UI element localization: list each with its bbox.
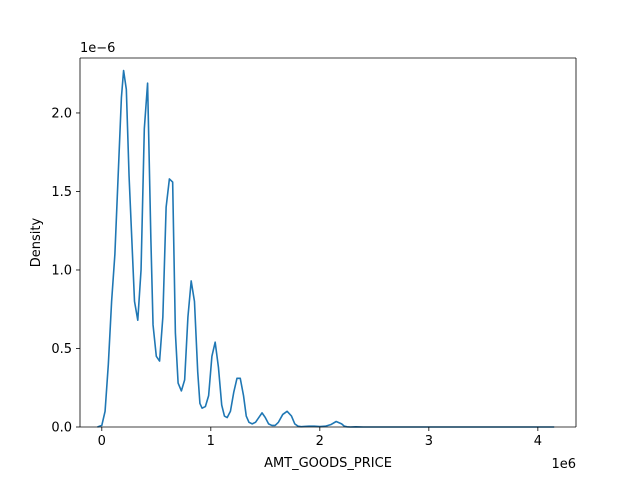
y-tick-label: 2.0 — [51, 106, 72, 121]
y-tick-label: 0.0 — [51, 421, 72, 436]
x-axis-ticks: 0 1 2 3 4 — [98, 427, 542, 449]
axes-frame — [79, 57, 577, 428]
series-layer — [97, 69, 555, 428]
x-tick-label: 3 — [425, 434, 433, 449]
y-tick-label: 1.0 — [51, 263, 72, 278]
x-axis-label: AMT_GOODS_PRICE — [264, 456, 392, 471]
x-tick-label: 0 — [98, 434, 106, 449]
density-curve — [97, 69, 555, 428]
y-tick-label: 0.5 — [51, 342, 72, 357]
x-tick-label: 4 — [534, 434, 542, 449]
y-axis-ticks: 0.0 0.5 1.0 1.5 2.0 — [51, 106, 80, 436]
plot-area — [80, 58, 576, 427]
x-tick-label: 2 — [316, 434, 324, 449]
x-axis-offset-text: 1e6 — [551, 457, 576, 472]
y-axis-label: Density — [29, 217, 44, 267]
y-tick-label: 1.5 — [51, 185, 72, 200]
x-tick-label: 1 — [207, 434, 215, 449]
y-axis-offset-text: 1e−6 — [80, 41, 115, 56]
